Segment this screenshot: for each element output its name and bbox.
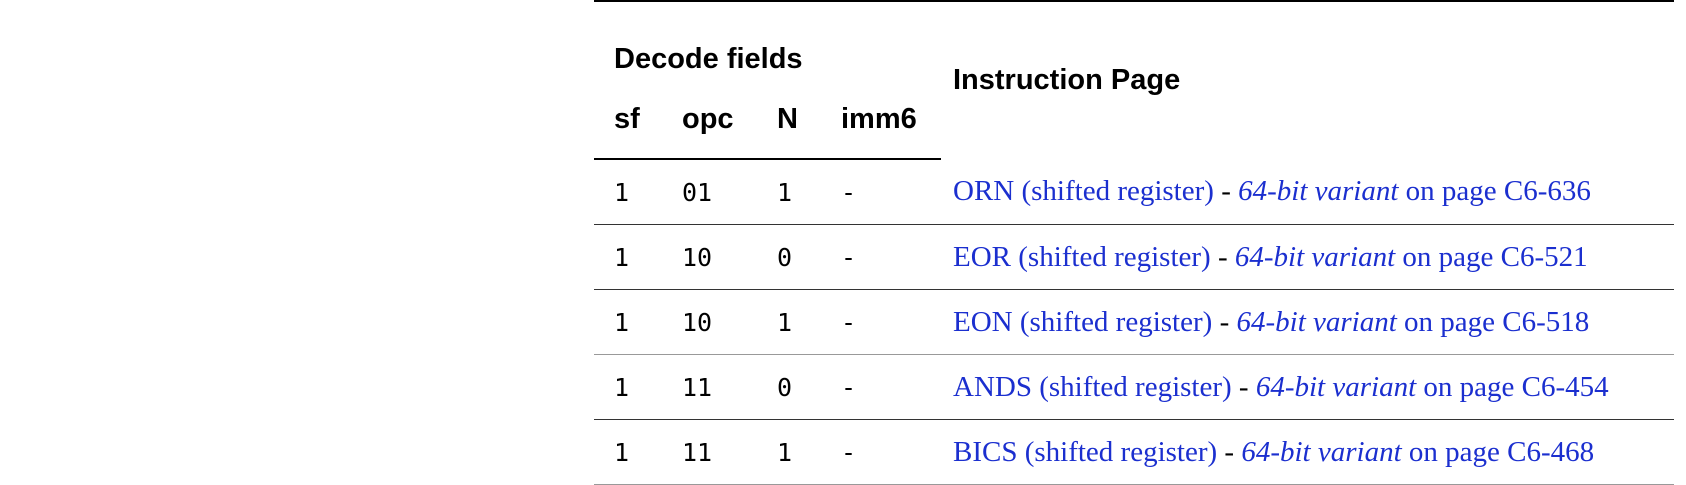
- variant-link[interactable]: 64-bit variant: [1236, 305, 1397, 338]
- cell-n: 0: [757, 354, 821, 420]
- cell-sf: 1: [594, 354, 662, 420]
- instruction-link[interactable]: EOR (shifted register) - 64-bit variant …: [941, 224, 1674, 290]
- instruction-link[interactable]: ANDS (shifted register) - 64-bit variant…: [941, 354, 1674, 420]
- variant-link[interactable]: 64-bit variant: [1238, 175, 1399, 207]
- cell-imm6: -: [821, 354, 941, 420]
- instruction-name[interactable]: ANDS (shifted register): [953, 370, 1232, 403]
- column-header-imm6: imm6: [821, 80, 941, 160]
- decode-table-container: Decode fields Instruction Page sf opc N …: [594, 0, 1674, 485]
- table-row: 1 11 1 - BICS (shifted register) - 64-bi…: [594, 419, 1674, 485]
- page-reference[interactable]: on page C6-521: [1395, 240, 1588, 273]
- instruction-name[interactable]: EOR (shifted register): [953, 240, 1211, 273]
- cell-opc: 11: [662, 354, 757, 420]
- instruction-link[interactable]: EON (shifted register) - 64-bit variant …: [941, 289, 1674, 355]
- table-row: 1 10 1 - EON (shifted register) - 64-bit…: [594, 289, 1674, 355]
- page-reference[interactable]: on page C6-636: [1398, 175, 1591, 207]
- variant-link[interactable]: 64-bit variant: [1241, 435, 1402, 468]
- page-reference[interactable]: on page C6-454: [1416, 370, 1609, 403]
- cell-sf: 1: [594, 289, 662, 355]
- instruction-page-header: Instruction Page: [941, 0, 1674, 159]
- instruction-name[interactable]: ORN (shifted register): [953, 175, 1214, 207]
- column-header-n: N: [757, 80, 821, 160]
- cell-opc: 10: [662, 224, 757, 290]
- decode-fields-header: Decode fields: [594, 0, 941, 80]
- cell-opc: 10: [662, 289, 757, 355]
- cell-opc: 11: [662, 419, 757, 485]
- table-row: 1 11 0 - ANDS (shifted register) - 64-bi…: [594, 354, 1674, 420]
- page-reference[interactable]: on page C6-518: [1396, 305, 1590, 338]
- column-header-sf: sf: [594, 80, 662, 160]
- separator: -: [1231, 370, 1256, 403]
- cell-imm6: -: [821, 419, 941, 485]
- cell-sf: 1: [594, 159, 662, 225]
- cell-imm6: -: [821, 159, 941, 225]
- table-row: 1 01 1 - ORN (shifted register) - 64-bit…: [594, 159, 1674, 225]
- cell-n: 1: [757, 419, 821, 485]
- separator: -: [1217, 435, 1242, 468]
- cell-opc: 01: [662, 159, 757, 225]
- cell-sf: 1: [594, 224, 662, 290]
- cell-imm6: -: [821, 289, 941, 355]
- variant-link[interactable]: 64-bit variant: [1234, 240, 1396, 273]
- header-row-group: Decode fields Instruction Page: [594, 0, 1674, 159]
- header-row-fields: sf opc N imm6: [594, 80, 1674, 160]
- cell-imm6: -: [821, 224, 941, 290]
- cell-n: 1: [757, 289, 821, 355]
- decode-table: Decode fields Instruction Page sf opc N …: [594, 0, 1674, 485]
- instruction-link[interactable]: ORN (shifted register) - 64-bit variant …: [941, 159, 1674, 225]
- instruction-link[interactable]: BICS (shifted register) - 64-bit variant…: [941, 419, 1674, 485]
- instruction-name[interactable]: BICS (shifted register): [953, 435, 1218, 468]
- column-header-opc: opc: [662, 80, 757, 160]
- variant-link[interactable]: 64-bit variant: [1255, 370, 1417, 403]
- cell-n: 0: [757, 224, 821, 290]
- separator: -: [1212, 305, 1237, 338]
- cell-n: 1: [757, 159, 821, 225]
- separator: -: [1210, 240, 1235, 273]
- page-reference[interactable]: on page C6-468: [1401, 435, 1595, 468]
- instruction-name[interactable]: EON (shifted register): [953, 305, 1213, 338]
- cell-sf: 1: [594, 419, 662, 485]
- table-row: 1 10 0 - EOR (shifted register) - 64-bit…: [594, 224, 1674, 290]
- separator: -: [1213, 175, 1239, 207]
